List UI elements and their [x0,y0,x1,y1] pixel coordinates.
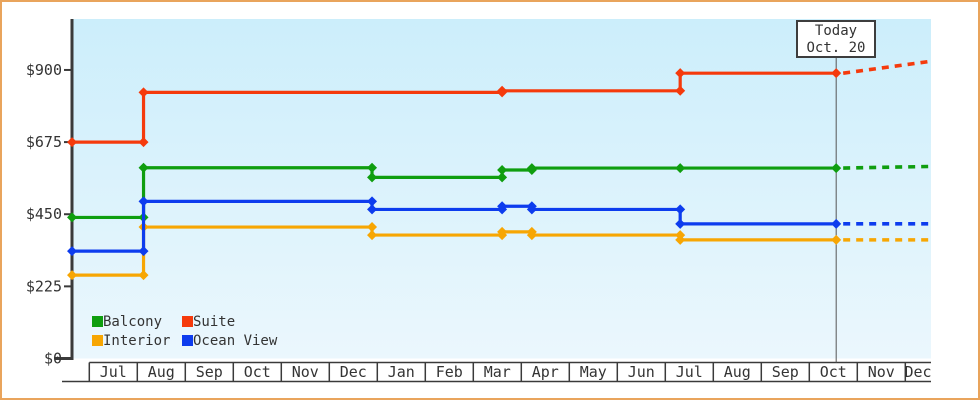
month-label: Dec [340,363,367,381]
month-label: Nov [868,363,895,381]
y-tick-label: $450 [26,205,62,223]
month-label: Jun [628,363,655,381]
month-label: Oct [244,363,271,381]
month-label: Jul [100,363,127,381]
legend-label: Balcony [103,313,163,330]
price-point-marker [526,230,537,241]
legend-label: Interior [103,332,171,349]
price-point-marker [367,172,378,183]
legend-swatch-icon [92,335,103,346]
price-point-marker [497,201,508,212]
month-label: Sep [772,363,799,381]
price-point-marker [526,163,537,174]
price-point-marker [497,226,508,237]
month-label: May [580,363,607,381]
projection-line [843,164,931,170]
price-point-marker [831,234,842,245]
price-point-marker [367,162,378,173]
y-tick-label: $225 [26,277,62,295]
y-axis: $0 $225 $450 $675 $900 [26,19,74,368]
price-point-marker [138,196,149,207]
y-tick-label: $0 [44,350,62,368]
price-point-marker [675,204,686,215]
legend-swatch-icon [92,316,103,327]
month-label: Jul [676,363,703,381]
month-label: Feb [436,363,463,381]
month-label: Oct [820,363,847,381]
price-point-marker [497,164,508,175]
price-point-marker [526,204,537,215]
price-point-marker [367,230,378,241]
plot-background [73,19,931,359]
price-point-marker [138,270,149,281]
month-label: Aug [148,363,175,381]
price-point-marker [831,163,842,174]
series-suite [67,59,931,148]
month-label: Jan [388,363,415,381]
y-tick-label: $900 [26,61,62,79]
legend-item-interior: Interior [92,333,182,349]
x-axis-month-row: Jul Aug Sep Oct Nov Dec Jan Feb Mar Apr May Jun Jul A… [62,361,932,383]
price-point-marker [675,85,686,96]
legend: Balcony Suite Interior Ocean View [92,312,277,350]
legend-item-balcony: Balcony [92,314,182,330]
legend-swatch-icon [182,335,193,346]
price-point-marker [138,137,149,148]
price-point-marker [675,163,686,174]
price-point-marker [831,218,842,229]
legend-row: Balcony Suite [92,312,277,331]
price-point-marker [67,246,78,257]
legend-item-suite: Suite [182,314,235,330]
today-label: Today [814,23,858,39]
month-label: Sep [196,363,223,381]
price-point-marker [67,212,78,223]
legend-item-ocean-view: Ocean View [182,333,277,349]
month-label: Aug [724,363,751,381]
price-point-marker [67,270,78,281]
legend-label: Ocean View [193,332,278,349]
legend-swatch-icon [182,316,193,327]
price-point-marker [367,196,378,207]
price-point-marker [138,87,149,98]
month-label: Nov [292,363,319,381]
series-ocean-view [67,196,931,257]
price-point-marker [67,137,78,148]
month-label: Mar [484,363,511,381]
price-point-marker [675,68,686,79]
y-tick-label: $675 [26,133,62,151]
legend-label: Suite [193,313,236,330]
legend-row: Interior Ocean View [92,331,277,350]
today-date: Oct. 20 [806,40,866,56]
price-point-marker [675,234,686,245]
price-point-marker [675,218,686,229]
price-point-marker [497,172,508,183]
price-point-marker [138,246,149,257]
today-marker-box: Today Oct. 20 [796,20,876,58]
price-point-marker [831,68,842,79]
month-label: Apr [532,363,559,381]
series-balcony [67,162,931,223]
price-point-marker [367,222,378,233]
projection-line [842,59,931,75]
price-point-marker [367,204,378,215]
month-label: Dec [904,363,931,381]
price-point-marker [138,162,149,173]
price-point-marker [497,85,508,96]
